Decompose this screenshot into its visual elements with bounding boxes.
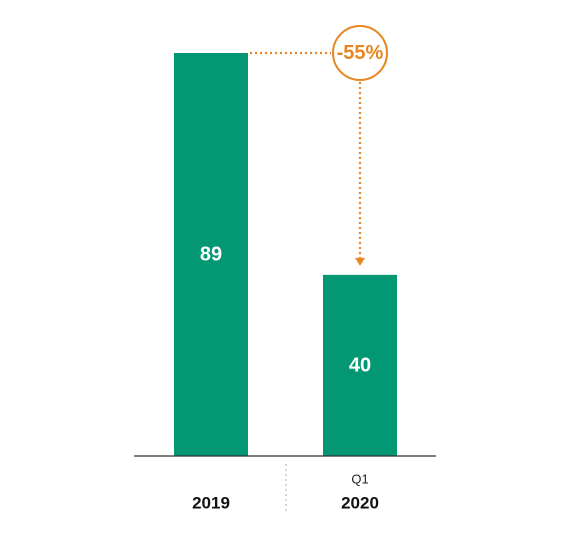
bar-2020	[323, 274, 397, 456]
category-labels-group: 2019 Q1 2020	[192, 472, 379, 513]
category-label-2019: 2019	[192, 494, 230, 513]
arrow-down-icon	[355, 257, 365, 266]
change-annotation: -55%	[250, 25, 388, 266]
bars-group	[174, 53, 397, 456]
data-label-2019: 89	[200, 244, 222, 266]
bar-2019	[174, 53, 248, 456]
category-label-2020: 2020	[341, 494, 379, 513]
change-percent-label: -55%	[337, 42, 384, 64]
change-circle	[332, 25, 388, 81]
data-label-2020: 40	[349, 354, 371, 376]
bar-labels-group: 89 40	[200, 244, 371, 377]
category-sublabel-2020: Q1	[351, 472, 368, 487]
